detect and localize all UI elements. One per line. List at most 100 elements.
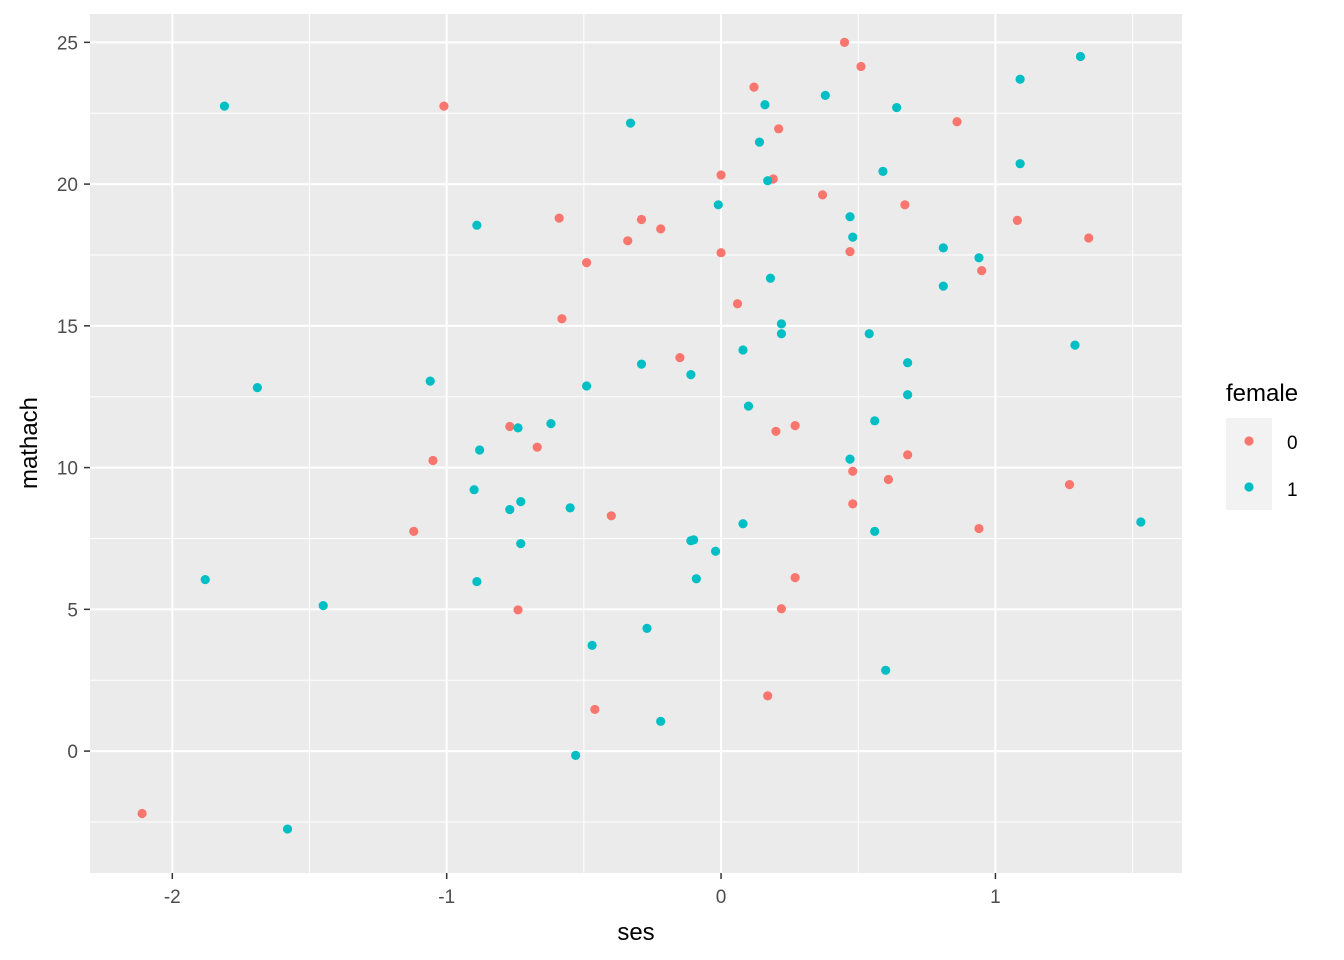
data-point-female-1: [516, 497, 526, 507]
data-point-female-0: [977, 265, 987, 276]
data-point-female-0: [606, 511, 616, 521]
data-point-female-0: [771, 426, 781, 436]
data-point-female-1: [318, 601, 328, 611]
data-point-female-1: [472, 220, 482, 230]
data-point-female-0: [557, 314, 567, 324]
data-point-female-1: [754, 137, 765, 147]
data-point-female-0: [749, 82, 759, 92]
data-point-female-1: [691, 574, 701, 584]
data-point-female-0: [623, 236, 633, 246]
data-point-female-1: [938, 243, 948, 253]
data-point-female-0: [839, 37, 850, 47]
data-point-female-0: [532, 442, 542, 452]
data-point-female-1: [710, 546, 721, 556]
data-point-female-0: [716, 170, 726, 180]
data-point-female-1: [686, 370, 696, 380]
data-point-female-0: [883, 474, 894, 485]
data-point-female-1: [870, 416, 880, 426]
data-point-female-1: [765, 273, 776, 283]
data-point-female-1: [219, 101, 230, 111]
y-axis-ticks: 0 5 10 15 20 25: [57, 33, 90, 763]
data-point-female-1: [776, 329, 787, 339]
data-point-female-1: [1015, 74, 1025, 84]
data-point-female-0: [428, 455, 438, 466]
data-point-female-0: [1012, 215, 1022, 225]
legend: female 0 1: [1226, 380, 1298, 510]
data-point-female-1: [864, 329, 874, 339]
data-point-female-1: [903, 358, 913, 368]
x-tick-label: -1: [438, 887, 455, 908]
data-point-female-1: [938, 281, 948, 291]
x-tick-label: -2: [164, 887, 181, 908]
data-point-female-0: [505, 421, 515, 432]
data-point-female-0: [763, 691, 773, 701]
data-point-female-1: [870, 526, 880, 536]
data-point-female-0: [1064, 480, 1075, 490]
data-point-female-1: [200, 574, 210, 585]
legend-label-1: 1: [1287, 480, 1298, 501]
data-point-female-1: [472, 576, 482, 587]
data-point-female-1: [743, 401, 754, 411]
data-point-female-1: [636, 359, 647, 369]
y-tick-label: 5: [67, 600, 78, 621]
legend-swatch-1: [1244, 482, 1254, 492]
data-point-female-0: [675, 353, 685, 363]
y-tick-label: 10: [57, 459, 78, 480]
data-point-female-1: [565, 503, 575, 513]
data-point-female-0: [636, 214, 647, 225]
data-point-female-0: [790, 421, 800, 431]
y-tick-label: 15: [57, 317, 78, 338]
data-point-female-1: [469, 485, 479, 495]
data-point-female-0: [952, 117, 962, 127]
data-point-female-1: [892, 102, 902, 113]
data-point-female-1: [642, 623, 652, 633]
data-point-female-1: [881, 665, 891, 675]
data-point-female-1: [903, 390, 913, 400]
data-point-female-0: [732, 299, 743, 309]
data-point-female-1: [571, 750, 581, 760]
data-point-female-1: [656, 716, 666, 726]
data-point-female-1: [516, 538, 526, 549]
data-point-female-0: [1084, 233, 1094, 243]
data-point-female-0: [590, 704, 600, 715]
data-point-female-0: [903, 450, 913, 460]
data-point-female-1: [689, 535, 699, 545]
legend-title: female: [1226, 380, 1298, 407]
x-tick-label: 1: [990, 887, 1001, 908]
data-point-female-1: [878, 166, 888, 176]
x-axis-ticks: -2 -1 0 1: [164, 873, 1001, 908]
y-tick-label: 20: [57, 175, 78, 196]
data-point-female-1: [1075, 51, 1086, 62]
data-point-female-1: [848, 232, 858, 242]
data-point-female-1: [776, 319, 787, 329]
legend-key-background: [1226, 418, 1272, 510]
data-point-female-0: [439, 101, 449, 111]
data-point-female-1: [546, 419, 556, 429]
data-point-female-1: [282, 824, 293, 834]
data-point-female-0: [790, 572, 800, 583]
data-point-female-0: [774, 124, 784, 134]
data-point-female-0: [513, 605, 523, 615]
data-point-female-0: [554, 213, 564, 223]
data-point-female-1: [582, 381, 592, 391]
data-point-female-0: [817, 190, 828, 200]
data-point-female-0: [776, 604, 787, 614]
data-point-female-1: [738, 519, 748, 529]
data-point-female-1: [425, 376, 435, 386]
data-point-female-1: [845, 454, 855, 464]
x-axis-title: ses: [617, 919, 654, 946]
data-point-female-1: [713, 200, 723, 210]
data-point-female-0: [848, 466, 858, 476]
data-point-female-0: [137, 808, 147, 819]
data-point-female-1: [1015, 159, 1025, 169]
data-point-female-1: [820, 90, 830, 100]
y-axis-title: mathach: [16, 397, 43, 489]
data-point-female-0: [582, 258, 592, 268]
data-point-female-1: [763, 176, 773, 186]
data-point-female-0: [848, 499, 858, 509]
data-point-female-1: [587, 640, 597, 650]
data-point-female-0: [845, 246, 855, 257]
data-point-female-1: [974, 253, 984, 263]
data-point-female-0: [716, 248, 726, 258]
